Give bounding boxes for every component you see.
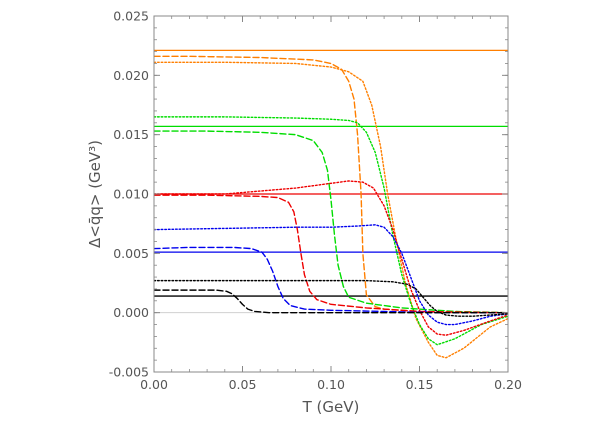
series-line-12 bbox=[154, 224, 508, 326]
x-axis-label: T (GeV) bbox=[302, 398, 360, 416]
y-tick-label-2: 0.005 bbox=[113, 246, 149, 261]
y-axis-label: Δ<q̄q> (GeV³) bbox=[86, 140, 104, 248]
y-tick-label-0: -0.005 bbox=[109, 365, 149, 380]
y-tick-label-3: 0.010 bbox=[113, 187, 149, 202]
y-tick-label-1: 0.000 bbox=[113, 305, 149, 320]
series-layer bbox=[154, 49, 508, 359]
series-line-13 bbox=[154, 289, 508, 314]
x-tick-label-2: 0.10 bbox=[317, 377, 345, 392]
series-line-8 bbox=[154, 116, 508, 346]
y-tick-label-4: 0.015 bbox=[113, 127, 149, 142]
y-tick-label-6: 0.025 bbox=[113, 9, 149, 24]
series-line-11 bbox=[154, 246, 508, 314]
series-line-9 bbox=[154, 194, 508, 314]
series-line-6 bbox=[154, 61, 508, 359]
axes-layer: 0.00 0.05 0.10 0.15 0.20 -0.005 0.000 0.005 0.01… bbox=[109, 9, 522, 393]
series-line-5 bbox=[154, 55, 508, 314]
series-line-7 bbox=[154, 130, 508, 314]
y-tick-label-5: 0.020 bbox=[113, 68, 149, 83]
x-tick-label-3: 0.15 bbox=[406, 377, 434, 392]
series-line-14 bbox=[154, 279, 508, 317]
x-tick-label-4: 0.20 bbox=[494, 377, 522, 392]
x-tick-label-0: 0.00 bbox=[140, 377, 168, 392]
x-tick-label-1: 0.05 bbox=[229, 377, 257, 392]
